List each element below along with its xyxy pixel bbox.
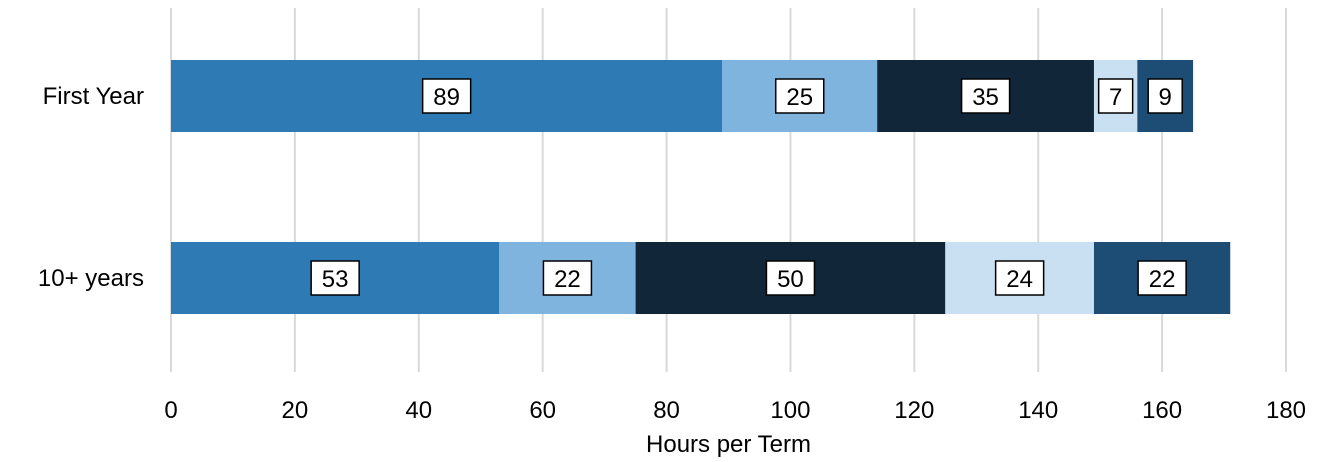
data-label: 35 xyxy=(972,84,999,111)
data-label-box xyxy=(542,260,593,296)
data-label: 22 xyxy=(1149,266,1176,293)
x-tick-label: 60 xyxy=(529,397,556,424)
category-labels: First Year 10+ years xyxy=(38,83,144,292)
data-label: 24 xyxy=(1006,266,1033,293)
x-tick-label: 180 xyxy=(1266,397,1306,424)
data-label: 25 xyxy=(786,84,813,111)
x-tick-label: 20 xyxy=(282,397,309,424)
data-label-box xyxy=(1137,260,1187,296)
category-label: 10+ years xyxy=(38,265,144,292)
x-tick-label: 80 xyxy=(653,397,680,424)
x-tick-label: 160 xyxy=(1142,397,1182,424)
x-tick-label: 0 xyxy=(164,397,177,424)
data-label-box xyxy=(765,260,816,296)
data-label-box xyxy=(1097,78,1134,114)
data-label: 7 xyxy=(1109,84,1122,111)
data-label: 53 xyxy=(322,266,349,293)
data-label-box xyxy=(994,260,1045,296)
x-tick-label: 100 xyxy=(770,397,810,424)
data-label-box xyxy=(421,78,472,114)
x-tick-label: 40 xyxy=(405,397,432,424)
data-label: 50 xyxy=(777,266,804,293)
x-tick-labels: 0 20 40 60 80 100 120 140 160 180 xyxy=(164,397,1306,424)
x-tick-label: 140 xyxy=(1018,397,1058,424)
x-axis-title: Hours per Term xyxy=(646,431,811,458)
data-label: 22 xyxy=(554,266,581,293)
data-label-box xyxy=(310,260,360,296)
x-tick-label: 120 xyxy=(894,397,934,424)
data-label-box xyxy=(960,78,1011,114)
category-label: First Year xyxy=(43,83,144,110)
data-labels: 89 25 35 7 9 53 22 50 24 22 xyxy=(310,78,1187,296)
data-label: 89 xyxy=(433,84,460,111)
data-label-box xyxy=(1147,78,1183,114)
data-label-box xyxy=(774,78,825,114)
data-label: 9 xyxy=(1159,84,1172,111)
